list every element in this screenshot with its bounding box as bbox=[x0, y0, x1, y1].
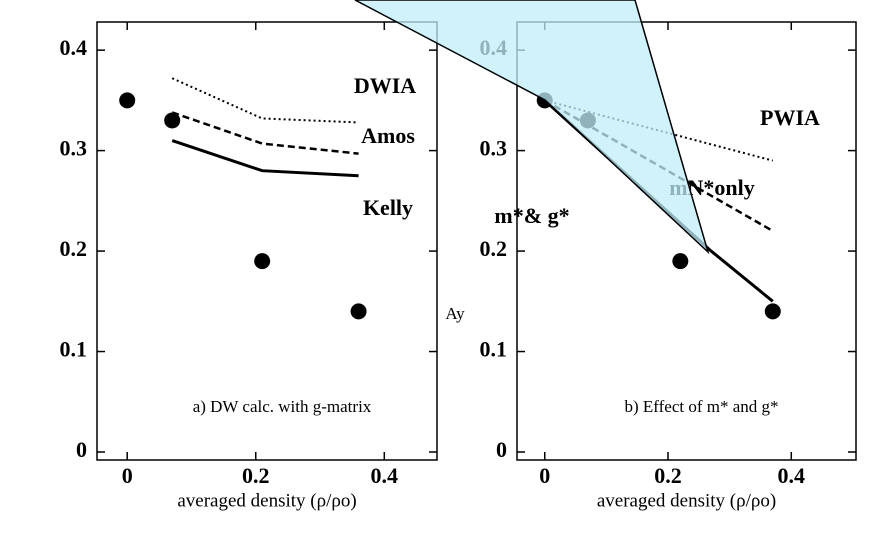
y-tick-label: 0.2 bbox=[480, 236, 508, 261]
x-tick-label: 0 bbox=[122, 463, 133, 488]
series-label: DWIA bbox=[354, 73, 416, 98]
y-axis-label: Ay bbox=[445, 304, 465, 323]
plot-frame bbox=[516, 21, 857, 461]
x-axis-label: averaged density (ρ/ρo) bbox=[177, 490, 356, 511]
x-tick-label: 0.2 bbox=[242, 463, 270, 488]
panel-annotation: a) DW calc. with g-matrix bbox=[193, 397, 372, 416]
y-tick-label: 0.3 bbox=[60, 136, 88, 161]
series-label: Amos bbox=[361, 123, 415, 148]
x-tick-label: 0.4 bbox=[371, 463, 399, 488]
x-tick-label: 0.4 bbox=[778, 463, 806, 488]
y-tick-label: 0 bbox=[76, 437, 87, 462]
series-label: Kelly bbox=[363, 195, 413, 220]
x-tick-label: 0.2 bbox=[654, 463, 682, 488]
data-point bbox=[764, 303, 781, 320]
series-line bbox=[171, 139, 359, 178]
plot-frame bbox=[96, 21, 438, 461]
y-tick-label: 0.3 bbox=[480, 136, 508, 161]
y-tick-label: 0.4 bbox=[60, 35, 88, 60]
data-point bbox=[254, 253, 271, 270]
series-line bbox=[171, 111, 359, 155]
x-tick-label: 0 bbox=[539, 463, 550, 488]
y-tick-label: 0 bbox=[496, 437, 507, 462]
data-point bbox=[164, 112, 181, 129]
panel-annotation: b) Effect of m* and g* bbox=[624, 397, 778, 416]
series-line bbox=[544, 99, 774, 162]
data-point bbox=[350, 303, 367, 320]
overlay-wedge bbox=[354, 0, 710, 255]
series-label: m*& g* bbox=[494, 203, 569, 228]
y-tick-label: 0.1 bbox=[480, 337, 508, 362]
x-axis-label: averaged density (ρ/ρo) bbox=[597, 490, 776, 511]
data-point bbox=[119, 92, 136, 109]
y-tick-label: 0.2 bbox=[60, 236, 88, 261]
data-point bbox=[672, 253, 689, 270]
y-tick-label: 0.1 bbox=[60, 337, 88, 362]
series-label: PWIA bbox=[760, 105, 820, 130]
